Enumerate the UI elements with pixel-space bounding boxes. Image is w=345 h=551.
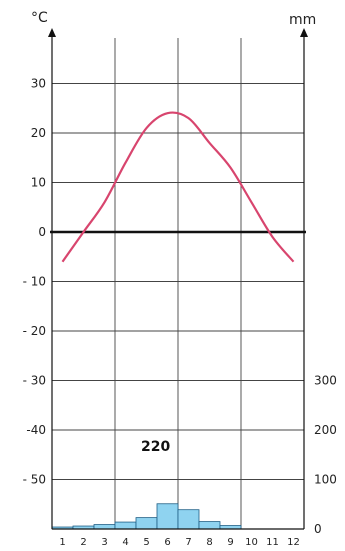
- precip-tick-label: 0: [314, 522, 322, 536]
- precip-bar: [93, 524, 116, 530]
- precip-bar: [114, 521, 137, 530]
- month-label: 6: [164, 537, 170, 548]
- temp-tick-label: 0: [38, 225, 46, 239]
- temp-tick-label: - 30: [23, 374, 46, 388]
- precip-tick-label: 100: [314, 473, 337, 487]
- precip-bar: [135, 517, 158, 530]
- temp-tick-label: -40: [26, 423, 46, 437]
- temp-tick-label: 30: [31, 77, 46, 91]
- temp-tick-label: 10: [31, 176, 46, 190]
- temp-tick-label: 20: [31, 126, 46, 140]
- left-axis-unit: °C: [31, 10, 48, 26]
- precip-total-annotation: 220: [141, 439, 170, 455]
- month-label: 7: [185, 537, 191, 548]
- precip-bars: [51, 503, 242, 530]
- month-label: 8: [206, 537, 212, 548]
- month-label: 12: [287, 537, 300, 548]
- month-label: 1: [59, 537, 65, 548]
- temp-tick-label: - 20: [23, 324, 46, 338]
- temp-line-layer: [61, 111, 295, 263]
- month-label: 10: [245, 537, 258, 548]
- precip-bar: [156, 503, 179, 530]
- month-label: 9: [227, 537, 233, 548]
- temperature-line: [61, 111, 295, 263]
- month-label: 11: [266, 537, 279, 548]
- temp-tick-label: - 10: [23, 275, 46, 289]
- month-label: 2: [80, 537, 86, 548]
- month-label: 5: [143, 537, 149, 548]
- right-axis-arrow: [300, 28, 308, 37]
- right-axis-unit: mm: [289, 12, 316, 28]
- grid-layer: [52, 38, 304, 529]
- precip-bar: [177, 509, 200, 530]
- temp-tick-label: - 50: [23, 473, 46, 487]
- precip-bar: [198, 521, 221, 530]
- left-axis-arrow: [48, 28, 56, 37]
- precip-tick-label: 300: [314, 374, 337, 388]
- precip-tick-label: 200: [314, 423, 337, 437]
- axes-layer: [48, 28, 308, 530]
- month-label: 4: [122, 537, 128, 548]
- month-label: 3: [101, 537, 107, 548]
